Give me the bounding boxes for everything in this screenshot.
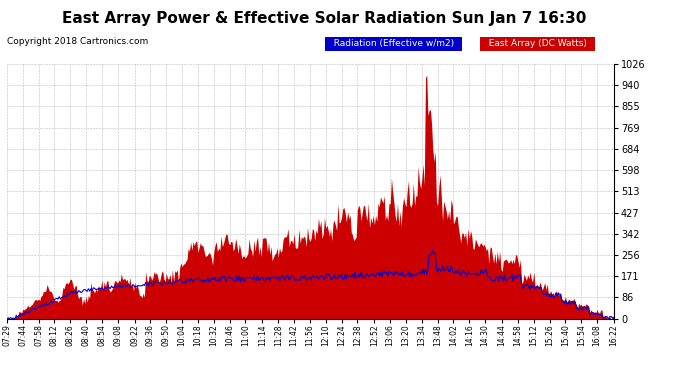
Text: Copyright 2018 Cartronics.com: Copyright 2018 Cartronics.com bbox=[7, 38, 148, 46]
Text: East Array Power & Effective Solar Radiation Sun Jan 7 16:30: East Array Power & Effective Solar Radia… bbox=[62, 11, 586, 26]
Text: Radiation (Effective w/m2): Radiation (Effective w/m2) bbox=[328, 39, 460, 48]
Text: East Array (DC Watts): East Array (DC Watts) bbox=[483, 39, 593, 48]
